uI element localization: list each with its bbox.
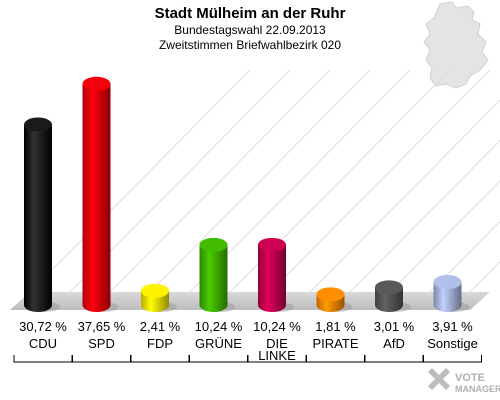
value-labels-group: 30,72 % 37,65 % 2,41 % 10,24 % 10,24 % 1,81 %…	[19, 319, 473, 334]
chart-subtitle-election: Bundestagswahl 22.09.2013	[174, 23, 326, 37]
category-bracket	[364, 355, 424, 363]
category-bracket	[130, 355, 190, 363]
chart-subtitle-district: Zweitstimmen Briefwahlbezirk 020	[159, 38, 341, 52]
bar-top	[82, 76, 111, 91]
bar-bottom	[316, 298, 345, 312]
bars-group	[24, 76, 470, 312]
bar-body	[24, 124, 52, 306]
bar-top	[141, 283, 169, 298]
category-bracket	[423, 355, 482, 363]
value-label: 3,91 %	[432, 319, 473, 334]
category-label: AfD	[383, 336, 405, 351]
bar-spd	[82, 76, 119, 312]
grid-line	[309, 99, 500, 293]
bar-afd	[375, 280, 411, 312]
bar-body	[258, 244, 286, 305]
value-label: 30,72 %	[19, 319, 67, 334]
bar-top	[375, 280, 403, 295]
grid-line	[389, 180, 500, 293]
bar-bottom	[199, 298, 228, 312]
bar-top	[258, 237, 286, 252]
category-label: FDP	[147, 336, 173, 351]
category-bracket	[306, 355, 365, 363]
grid-line	[269, 69, 491, 293]
bar-bottom	[433, 298, 462, 312]
category-label: CDU	[29, 336, 57, 351]
bar-grüne	[199, 237, 236, 312]
logo-text-manager: MANAGER	[455, 384, 500, 394]
logo-text-vote: VOTE	[455, 372, 485, 384]
value-label: 10,24 %	[195, 319, 243, 334]
logo-cross-icon	[428, 368, 450, 390]
vote-manager-logo: VOTE MANAGER	[428, 368, 500, 394]
bar-body	[199, 244, 228, 305]
bar-die-linke	[258, 237, 294, 312]
value-label: 10,24 %	[253, 319, 301, 334]
value-label: 1,81 %	[315, 319, 356, 334]
category-label: PIRATE	[313, 336, 359, 351]
grid-line	[429, 220, 500, 293]
grid-line	[349, 139, 500, 293]
category-label: DIE	[266, 336, 288, 351]
grid-line	[149, 69, 371, 293]
bar-pirate	[316, 287, 353, 312]
category-label: GRÜNE	[195, 336, 242, 351]
bar-top	[199, 237, 228, 252]
germany-map-icon	[423, 1, 489, 89]
grid-line	[469, 261, 500, 293]
bar-fdp	[141, 283, 177, 312]
bar-top	[24, 117, 52, 132]
grid-line	[109, 69, 331, 293]
bar-top	[433, 275, 462, 290]
category-bracket	[72, 355, 131, 363]
value-label: 2,41 %	[140, 319, 181, 334]
bar-top	[316, 287, 345, 302]
bar-bottom	[258, 298, 286, 312]
bar-body	[82, 83, 111, 306]
category-label: LINKE	[258, 348, 296, 363]
grid-line	[29, 69, 251, 293]
bar-bottom	[375, 298, 403, 312]
bar-sonstige	[433, 275, 470, 312]
value-label: 37,65 %	[78, 319, 126, 334]
category-label: SPD	[88, 336, 115, 351]
chart-floor	[10, 292, 490, 310]
bar-bottom	[24, 298, 52, 312]
bar-bottom	[82, 298, 111, 312]
value-label: 3,01 %	[374, 319, 415, 334]
bar-cdu	[24, 117, 60, 312]
category-bracket	[13, 355, 73, 363]
bar-bottom	[141, 298, 169, 312]
category-label: Sonstige	[427, 336, 478, 351]
chart-title: Stadt Mülheim an der Ruhr	[155, 5, 346, 22]
category-bracket	[189, 355, 248, 363]
